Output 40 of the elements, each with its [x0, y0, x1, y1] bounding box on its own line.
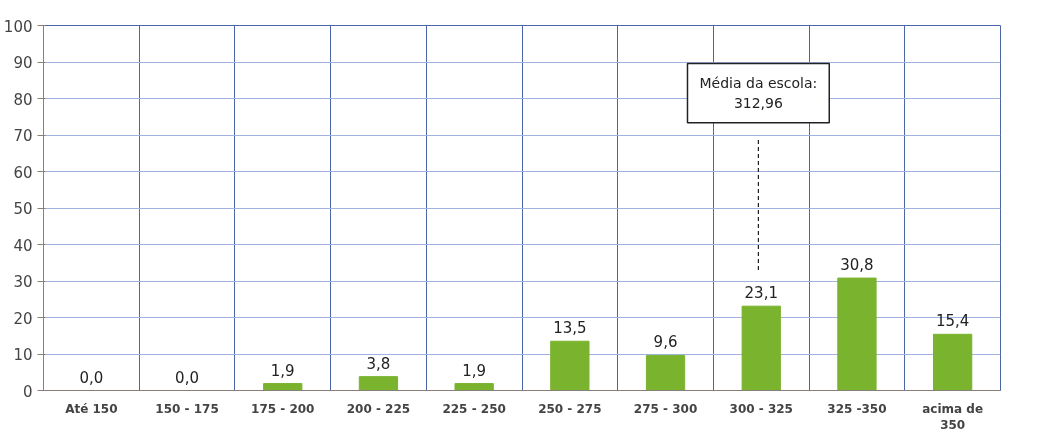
- x-tick-label: 150 - 175: [155, 401, 219, 416]
- y-tick-label: 60: [13, 163, 33, 182]
- x-tick-label: 200 - 225: [346, 401, 411, 416]
- y-tick-label: 20: [13, 309, 33, 328]
- bar: [741, 305, 781, 391]
- y-tick-label: 10: [13, 346, 33, 364]
- bar: [645, 354, 686, 391]
- bar: [933, 333, 973, 391]
- data-label: 13,5: [553, 319, 587, 338]
- bar: [837, 277, 877, 391]
- data-label: 9,6: [653, 333, 678, 352]
- bar: [454, 383, 494, 391]
- annotation: Média da escola: 312,96: [699, 75, 818, 111]
- bar: [358, 376, 399, 391]
- y-tick-label: 40: [13, 236, 33, 255]
- y-tick-label: 100: [3, 17, 33, 36]
- y-tick-label: 50: [13, 200, 33, 218]
- y-tick-label: 0: [22, 382, 33, 401]
- x-tick-label: 275 - 300: [633, 401, 698, 416]
- data-label: 1,9: [270, 361, 295, 380]
- bar: [263, 383, 303, 391]
- bar: [550, 340, 590, 391]
- y-tick-label: 70: [13, 127, 33, 145]
- x-tick-label: 325 -350: [827, 401, 887, 416]
- x-tick-label: Até 150: [65, 401, 118, 416]
- data-label: 30,8: [840, 256, 874, 275]
- x-tick-label: 300 - 325: [729, 401, 793, 416]
- y-tick-label: 30: [13, 273, 33, 291]
- x-tick-label: 225 - 250: [442, 401, 506, 416]
- data-label: 15,4: [935, 312, 970, 331]
- x-tick-label: 175 - 200: [251, 401, 315, 416]
- y-tick-label: 90: [13, 54, 33, 72]
- x-tick-label: acima de 350: [922, 401, 984, 433]
- data-label: 1,9: [462, 361, 487, 380]
- data-label: 3,8: [366, 354, 391, 373]
- data-label: 0,0: [79, 368, 104, 387]
- x-tick-label: 250 - 275: [538, 401, 602, 416]
- y-tick-label: 80: [13, 90, 33, 109]
- data-label: 23,1: [744, 284, 778, 303]
- data-label: 0,0: [175, 368, 199, 387]
